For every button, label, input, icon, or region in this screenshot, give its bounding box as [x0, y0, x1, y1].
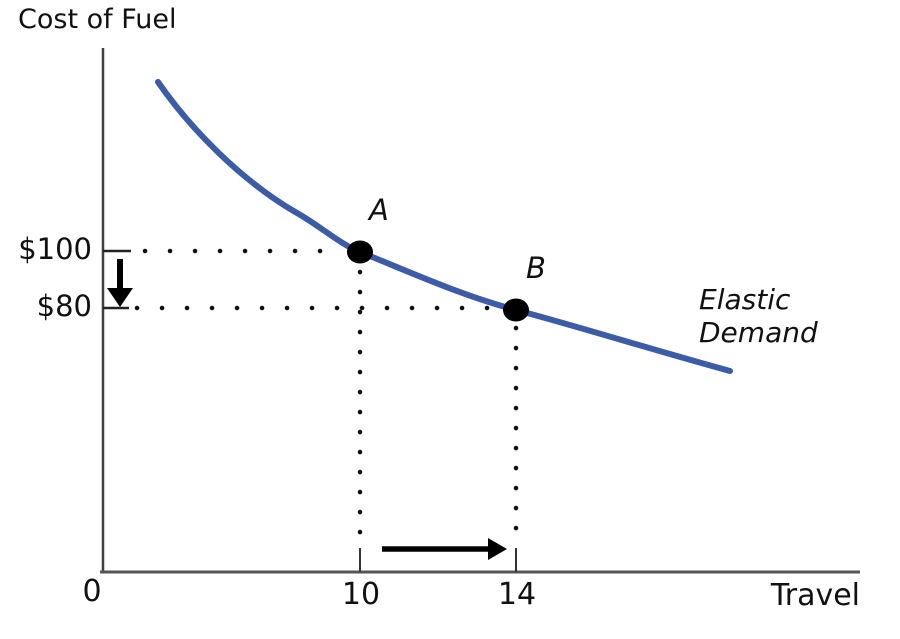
- x-axis-title: Travel: [770, 578, 860, 613]
- price-decrease-arrow-head: [107, 288, 133, 307]
- y-tick-label-80: $80: [36, 289, 92, 323]
- curve-label-elastic-demand: Elastic Demand: [699, 283, 818, 350]
- price-decrease-arrow: [107, 259, 133, 307]
- point-A-marker: [347, 240, 373, 264]
- demand-curve: [155, 79, 733, 374]
- quantity-increase-arrow: [382, 538, 507, 560]
- x-tick-label-14: 14: [497, 577, 537, 612]
- point-B-label: B: [526, 251, 546, 285]
- y-tick-label-100: $100: [18, 232, 92, 266]
- point-B-marker: [503, 298, 529, 322]
- x-tick-label-10: 10: [341, 577, 381, 612]
- point-A-label: A: [369, 193, 389, 227]
- quantity-increase-arrow-head: [488, 538, 507, 560]
- y-axis-title: Cost of Fuel: [18, 4, 177, 35]
- origin-label: 0: [82, 574, 102, 609]
